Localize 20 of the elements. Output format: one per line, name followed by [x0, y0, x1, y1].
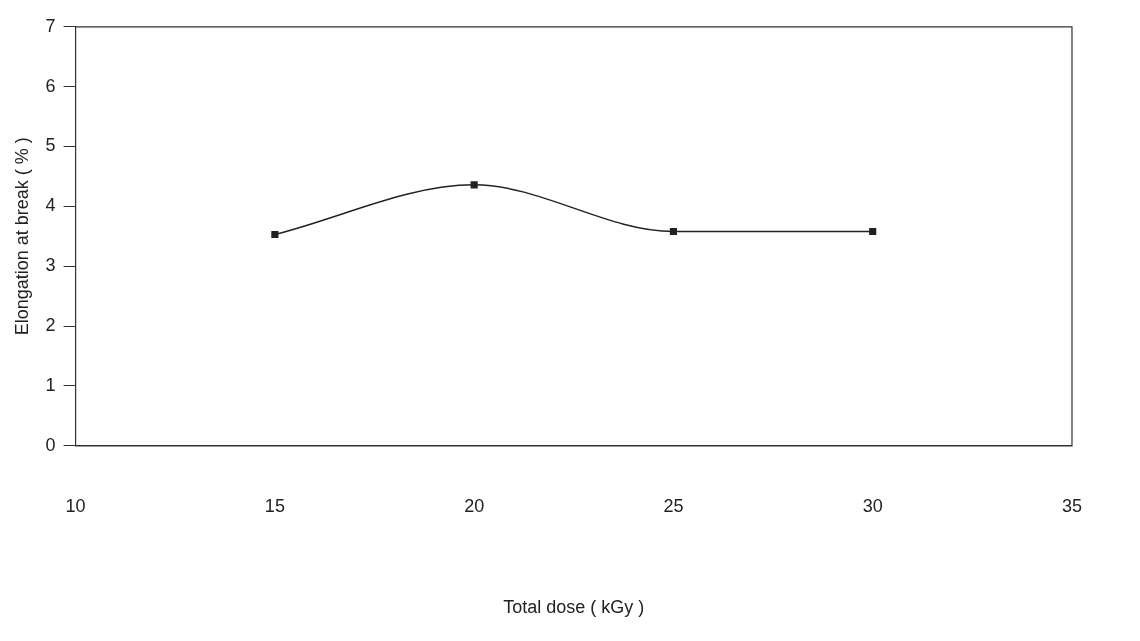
point: [669, 227, 678, 236]
point: [869, 227, 877, 236]
x-tick-label: 15: [264, 495, 285, 516]
y-tick-label: 2: [45, 315, 56, 336]
x-tick-label: 30: [862, 495, 883, 516]
x-tick-label: 20: [464, 495, 485, 516]
x-axis-title: Total dose ( kGy ): [503, 597, 645, 618]
y-tick-label: 4: [45, 195, 56, 216]
point: [271, 230, 279, 239]
x-tick-label: 35: [1061, 495, 1082, 516]
y-tick-label: 0: [45, 434, 56, 455]
y-axis-title: Elongation at break ( % ): [11, 137, 32, 336]
y-tick-label: 7: [45, 15, 56, 36]
point: [470, 181, 478, 189]
y-tick-label: 3: [45, 255, 56, 276]
x-tick-label: 25: [663, 495, 684, 516]
y-tick-label: 6: [45, 75, 56, 96]
y-tick-label: 5: [45, 135, 56, 156]
y-tick-label: 1: [45, 374, 56, 395]
x-tick-label: 10: [65, 495, 86, 516]
